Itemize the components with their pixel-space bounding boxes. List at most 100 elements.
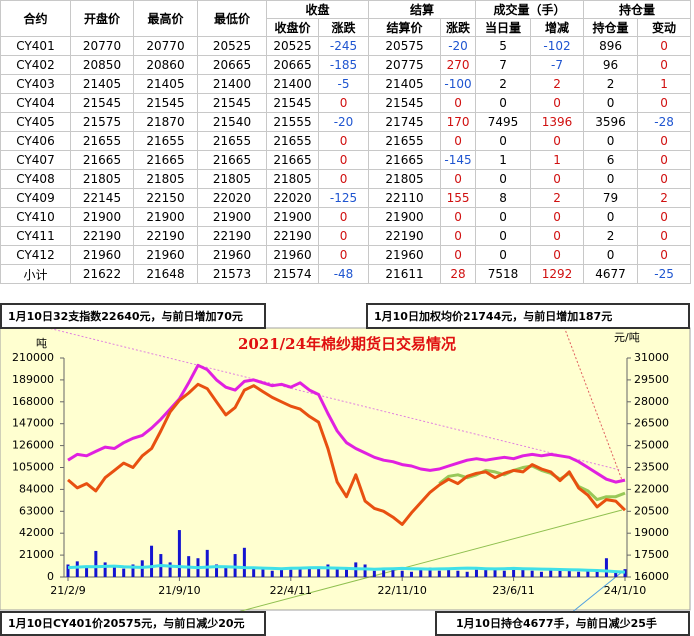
- table-cell: 20775: [368, 55, 442, 75]
- table-cell: 0: [637, 150, 692, 170]
- table-cell: 21655: [133, 131, 198, 151]
- header-cell: 收盘价: [266, 18, 319, 37]
- table-cell: 21405: [70, 74, 134, 94]
- table-row: CY408 21805 21805 21805 21805 0 21805 0 0 0 0 0: [0, 169, 692, 189]
- table-cell: 21745: [368, 112, 442, 132]
- y2-tick-label: 17500: [634, 548, 669, 561]
- table-cell: 21545: [266, 93, 319, 113]
- bar: [122, 568, 126, 577]
- table-cell: 20575: [368, 36, 442, 56]
- table-cell: 21665: [133, 150, 198, 170]
- y2-tick-label: 29500: [634, 373, 669, 386]
- table-cell: 22190: [133, 226, 198, 246]
- line: [67, 363, 626, 484]
- bar: [242, 547, 246, 577]
- y2-tick-label: 16000: [634, 570, 669, 583]
- table-cell: 21665: [368, 150, 442, 170]
- table-cell: 21960: [133, 245, 198, 265]
- bar: [85, 567, 89, 577]
- table-cell: 2: [583, 74, 639, 94]
- table-cell: CY401: [0, 36, 71, 56]
- table-row: CY404 21545 21545 21545 21545 0 21545 0 0 0 0 0: [0, 93, 692, 113]
- y-tick-label: 147000: [12, 417, 54, 430]
- header-cell: 收盘: [265, 0, 370, 19]
- table-row: CY412 21960 21960 21960 21960 0 21960 0 0 0 0 0: [0, 245, 692, 265]
- table-cell: -28: [637, 112, 692, 132]
- table-cell: 2: [583, 226, 639, 246]
- bar: [289, 569, 293, 577]
- bar: [205, 549, 209, 577]
- bar: [400, 570, 404, 577]
- x-tick-label: 24/1/10: [604, 584, 646, 597]
- table-cell: CY402: [0, 55, 71, 75]
- table-cell: 0: [583, 245, 639, 265]
- table-cell: 0: [583, 169, 639, 189]
- x-tick-label: 23/6/11: [492, 584, 534, 597]
- table-cell: 6: [583, 150, 639, 170]
- note-box: [0, 303, 266, 329]
- table-cell: 21870: [133, 112, 198, 132]
- bar: [233, 554, 237, 577]
- header-cell: 最低价: [197, 0, 267, 37]
- y2-tick-label: 23500: [634, 461, 669, 474]
- bar: [307, 567, 311, 577]
- table-cell: 21655: [266, 131, 319, 151]
- table-cell: 1: [530, 150, 585, 170]
- table-cell: 0: [530, 93, 585, 113]
- header-cell: 涨跌: [440, 18, 477, 37]
- table-cell: 22190: [368, 226, 442, 246]
- bar: [103, 562, 107, 577]
- table-cell: 22190: [266, 226, 319, 246]
- bar: [252, 566, 256, 577]
- table-cell: 0: [637, 36, 692, 56]
- table-cell: 20525: [266, 36, 319, 56]
- table-cell: 1396: [530, 112, 585, 132]
- table-cell: 0: [637, 55, 692, 75]
- bar: [456, 570, 460, 577]
- table-cell: -25: [637, 264, 692, 284]
- header-cell: 当日量: [475, 18, 532, 37]
- y2-tick-label: 31000: [634, 351, 669, 364]
- table-cell: 0: [530, 131, 585, 151]
- table-row: 合约 开盘价 最高价 最低价 收盘 结算 成交量（手） 持仓量: [0, 0, 692, 37]
- header-cell: 涨跌: [317, 18, 370, 37]
- table-cell: 21400: [266, 74, 319, 94]
- table-cell: 0: [583, 207, 639, 227]
- table-cell: 0: [440, 169, 477, 189]
- pointer: [199, 509, 623, 623]
- table-cell: 7518: [475, 264, 532, 284]
- table-cell: 21900: [266, 207, 319, 227]
- table-cell: 22150: [133, 188, 198, 208]
- bar: [280, 567, 284, 577]
- table-row: CY409 22145 22150 22020 22020 -125 22110 155 8 2 7…: [0, 188, 692, 208]
- table-cell: 21960: [70, 245, 134, 265]
- header-cell: 成交量（手）: [475, 0, 585, 19]
- table-cell: 21545: [70, 93, 134, 113]
- annotation: 1月10日CY401价20575元，与前日减少20元: [8, 616, 245, 630]
- bar: [335, 568, 339, 577]
- table-cell: 0: [440, 207, 477, 227]
- bar: [224, 566, 228, 577]
- bar: [345, 567, 348, 577]
- header-cell: 开盘价: [70, 0, 134, 37]
- bar: [502, 570, 506, 577]
- bar: [428, 567, 432, 577]
- bar: [521, 569, 525, 577]
- table-cell: 20665: [266, 55, 319, 75]
- bar: [437, 570, 441, 577]
- table-cell: 0: [317, 226, 370, 246]
- x-tick-label: 21/2/9: [50, 584, 85, 597]
- table-cell: 0: [475, 245, 532, 265]
- y2-tick-label: 25000: [634, 439, 669, 452]
- table-cell: CY412: [0, 245, 71, 265]
- bar: [604, 558, 608, 577]
- table-cell: 21540: [197, 112, 267, 132]
- y2-tick-label: 19000: [634, 526, 669, 539]
- table-cell: 21655: [368, 131, 442, 151]
- table-cell: 0: [317, 93, 370, 113]
- bar: [298, 568, 302, 577]
- y-tick-label: 0: [47, 570, 54, 583]
- table-cell: 7: [475, 55, 532, 75]
- pointer: [0, 315, 621, 471]
- table-cell: 0: [637, 245, 692, 265]
